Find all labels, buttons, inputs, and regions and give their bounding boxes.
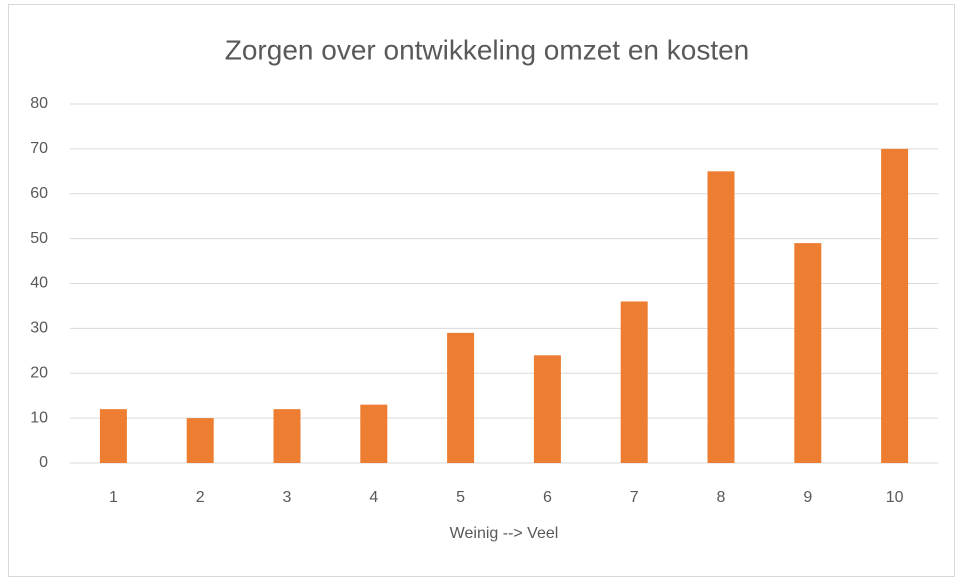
x-tick-label: 10 [886,489,904,506]
y-tick-label: 70 [30,140,48,157]
x-tick-label: 2 [196,489,205,506]
y-tick-label: 30 [30,320,48,337]
x-axis-label: Weinig --> Veel [450,525,559,542]
y-tick-label: 20 [30,364,48,381]
x-tick-label: 6 [543,489,552,506]
bar [360,404,388,463]
bar [620,301,648,463]
bar [273,409,301,463]
bar [881,148,909,463]
y-tick-label: 40 [30,275,48,292]
y-tick-label: 80 [30,95,48,112]
x-tick-label: 9 [803,489,812,506]
x-tick-label: 4 [369,489,378,506]
x-tick-label: 3 [283,489,292,506]
bar [707,171,735,463]
x-tick-label: 7 [630,489,639,506]
y-tick-label: 10 [30,409,48,426]
bar [99,409,127,463]
y-tick-label: 50 [30,230,48,247]
x-tick-label: 5 [456,489,465,506]
bar [794,243,822,463]
y-tick-label: 60 [30,185,48,202]
x-tick-label: 8 [717,489,726,506]
y-tick-label: 0 [39,454,48,471]
bar [186,418,214,463]
bar [533,355,561,463]
bar [447,332,475,463]
chart-title: Zorgen over ontwikkeling omzet en kosten [225,34,750,65]
x-tick-label: 1 [109,489,118,506]
